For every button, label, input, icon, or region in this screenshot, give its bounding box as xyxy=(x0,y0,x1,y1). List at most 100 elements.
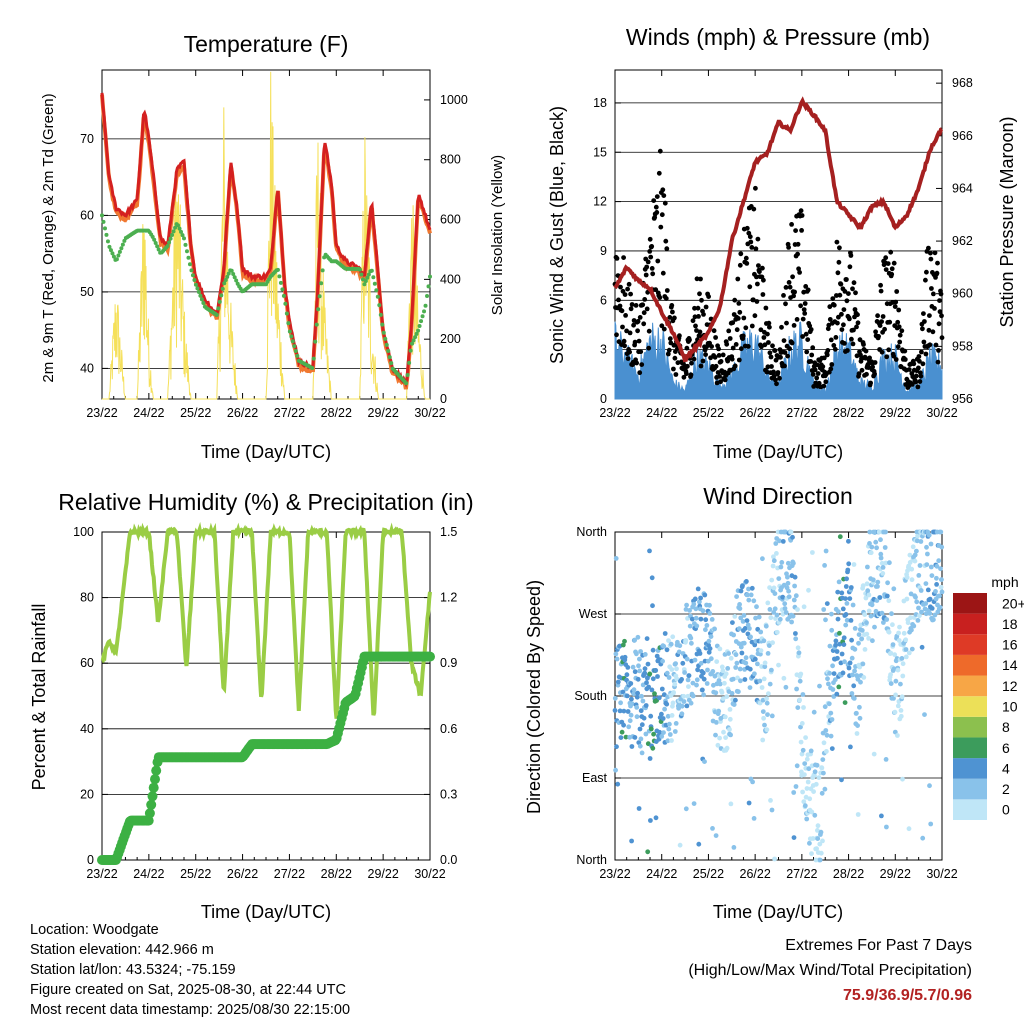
gust-point xyxy=(824,352,830,358)
direction-point xyxy=(864,581,870,587)
direction-point xyxy=(920,835,926,841)
dewpoint-point xyxy=(371,275,376,280)
gust-point xyxy=(909,382,915,387)
gust-point xyxy=(634,360,639,366)
direction-point xyxy=(895,703,901,709)
colorbar-label: 2 xyxy=(1002,781,1010,797)
direction-point xyxy=(635,690,640,696)
gust-point xyxy=(815,371,821,376)
direction-point xyxy=(791,835,797,840)
gust-point xyxy=(669,303,675,308)
gust-point xyxy=(823,379,829,385)
direction-point xyxy=(771,585,777,591)
gust-point xyxy=(716,346,721,352)
direction-point xyxy=(667,732,673,737)
dewpoint-point xyxy=(384,342,389,347)
dewpoint-point xyxy=(220,286,225,291)
dewpoint-point xyxy=(195,286,200,291)
direction-point xyxy=(754,604,759,610)
dewpoint-point xyxy=(193,282,198,287)
direction-xtick-label: 25/22 xyxy=(693,867,724,881)
direction-point xyxy=(702,759,707,764)
gust-point xyxy=(750,297,756,303)
direction-point xyxy=(924,562,930,567)
gust-point xyxy=(744,261,750,266)
precipitation-point xyxy=(146,799,157,810)
direction-point xyxy=(855,723,860,728)
direction-point xyxy=(697,651,703,656)
gust-point xyxy=(779,324,784,330)
gust-point xyxy=(654,194,660,200)
direction-point xyxy=(714,659,720,664)
gust-point xyxy=(709,344,714,349)
dewpoint-point xyxy=(404,381,409,386)
gust-point xyxy=(799,228,804,233)
direction-point xyxy=(835,589,841,595)
direction-point xyxy=(695,586,701,592)
direction-point xyxy=(737,606,743,611)
direction-point xyxy=(639,750,645,756)
direction-point xyxy=(788,529,794,535)
direction-point xyxy=(808,748,814,754)
direction-point xyxy=(939,589,945,595)
temperature-y2tick-label: 800 xyxy=(440,153,461,167)
winds-xtick-label: 27/22 xyxy=(786,406,817,420)
gust-point xyxy=(849,336,854,342)
direction-point xyxy=(801,604,807,610)
direction-xtick-label: 26/22 xyxy=(740,867,771,881)
direction-point xyxy=(650,647,656,653)
recent-timestamp: Most recent data timestamp: 2025/08/30 2… xyxy=(30,1002,351,1018)
direction-point xyxy=(656,695,662,701)
dewpoint-point xyxy=(196,290,201,295)
gust-point xyxy=(802,311,808,316)
gust-point xyxy=(738,346,744,352)
direction-point xyxy=(815,823,821,829)
gust-point xyxy=(921,339,927,345)
dewpoint-point xyxy=(177,226,182,231)
direction-point xyxy=(835,609,841,614)
direction-point xyxy=(868,550,874,556)
direction-point xyxy=(770,563,776,569)
direction-point xyxy=(741,640,747,646)
direction-ytick-label: West xyxy=(579,607,608,621)
direction-point xyxy=(632,637,637,643)
gust-point xyxy=(829,362,835,367)
direction-point xyxy=(857,715,863,721)
gust-point xyxy=(628,291,633,297)
temperature-ylabel-left: 2m & 9m T (Red, Orange) & 2m Td (Green) xyxy=(40,93,57,382)
gust-point xyxy=(718,379,723,385)
direction-point xyxy=(898,708,904,713)
winds-xtick-label: 23/22 xyxy=(599,406,630,420)
direction-point xyxy=(844,601,850,606)
gust-point xyxy=(916,365,921,371)
winds-y2tick-label: 958 xyxy=(952,339,973,353)
dewpoint-point xyxy=(316,307,321,312)
direction-title: Wind Direction xyxy=(703,483,853,509)
direction-point xyxy=(886,598,892,604)
direction-point xyxy=(895,667,901,673)
direction-point xyxy=(756,614,762,620)
direction-point xyxy=(619,729,625,735)
temperature-ytick-label: 70 xyxy=(80,132,94,146)
direction-point xyxy=(870,638,875,644)
dewpoint-point xyxy=(287,329,292,334)
gust-point xyxy=(691,356,697,362)
direction-point xyxy=(688,700,694,706)
dewpoint-point xyxy=(277,274,282,279)
dewpoint-point xyxy=(173,225,178,230)
direction-point xyxy=(925,587,931,593)
dewpoint-point xyxy=(180,233,185,238)
direction-point xyxy=(791,560,796,566)
gust-point xyxy=(747,284,753,290)
dewpoint-point xyxy=(226,271,231,276)
gust-point xyxy=(762,342,768,348)
direction-point xyxy=(643,731,649,737)
direction-point xyxy=(717,681,723,687)
direction-point xyxy=(896,638,902,643)
dewpoint-point xyxy=(111,254,116,259)
direction-point xyxy=(915,533,920,539)
gust-point xyxy=(648,254,654,260)
direction-point xyxy=(934,582,939,587)
direction-point xyxy=(637,726,643,732)
direction-point xyxy=(909,646,915,652)
